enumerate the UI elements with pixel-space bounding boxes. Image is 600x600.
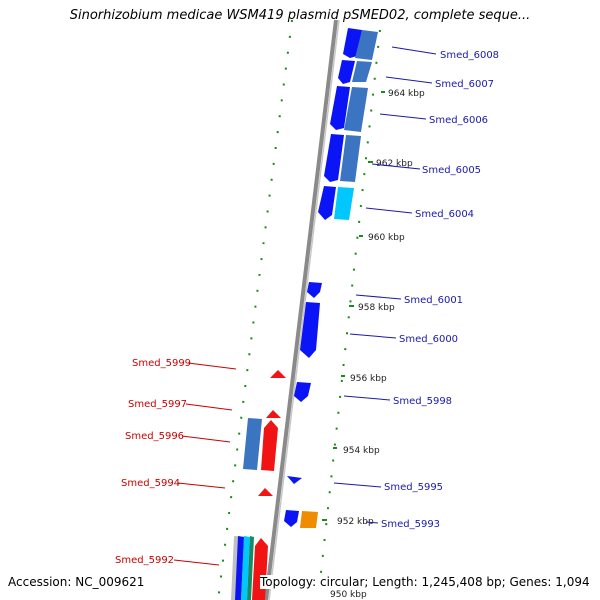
gene-label-smed-6001[interactable]: Smed_6001 xyxy=(404,295,463,306)
ruler-label-962: 962 kbp xyxy=(376,159,413,169)
forward-strand-genes xyxy=(284,28,378,528)
gene-label-smed-6007[interactable]: Smed_6007 xyxy=(435,79,494,90)
gene-label-smed-5996[interactable]: Smed_5996 xyxy=(125,431,184,442)
gene-label-smed-6000[interactable]: Smed_6000 xyxy=(399,334,458,345)
gene-label-smed-5995[interactable]: Smed_5995 xyxy=(384,482,443,493)
forward-gene-labels: Smed_6008 Smed_6007 Smed_6006 Smed_6005 … xyxy=(333,46,499,530)
reverse-strand-genes xyxy=(231,370,286,600)
gene-smed-5995-shape[interactable] xyxy=(287,476,302,484)
backbone-line xyxy=(264,19,338,600)
gene-label-smed-6008[interactable]: Smed_6008 xyxy=(440,50,499,61)
gene-label-smed-6004[interactable]: Smed_6004 xyxy=(415,209,474,220)
gene-label-smed-5992[interactable]: Smed_5992 xyxy=(115,555,174,566)
gene-smed-6004-shape[interactable] xyxy=(318,186,336,220)
gene-smed-6007-shape[interactable] xyxy=(338,60,355,84)
gene-label-smed-5993[interactable]: Smed_5993 xyxy=(381,519,440,530)
reverse-gene-labels: Smed_5999 Smed_5997 Smed_5996 Smed_5994 … xyxy=(115,358,237,566)
gene-smed-5998-shape[interactable] xyxy=(294,382,311,402)
gene-smed-6006-shape[interactable] xyxy=(330,86,350,130)
gene-label-smed-6006[interactable]: Smed_6006 xyxy=(429,115,488,126)
gene-smed-6007b-shape[interactable] xyxy=(352,61,372,82)
gene-cluster-teal-shape[interactable] xyxy=(247,536,254,600)
gene-smed-6004b-shape[interactable] xyxy=(334,187,354,220)
gene-smed-5996b-shape[interactable] xyxy=(243,418,262,470)
gene-smed-6001-shape[interactable] xyxy=(307,282,322,298)
tick-guides xyxy=(217,19,381,600)
ruler-label-960: 960 kbp xyxy=(368,233,405,243)
genome-backbone xyxy=(264,19,340,600)
gene-smed-5994-shape[interactable] xyxy=(258,488,273,496)
ruler-label-952: 952 kbp xyxy=(337,517,374,527)
gene-label-smed-5997[interactable]: Smed_5997 xyxy=(128,399,187,410)
gene-label-smed-5998[interactable]: Smed_5998 xyxy=(393,396,452,407)
page-title: Sinorhizobium medicae WSM419 plasmid pSM… xyxy=(69,8,531,23)
backbone-highlight xyxy=(268,19,340,600)
gene-smed-5997-shape[interactable] xyxy=(266,410,281,418)
gene-smed-5999-shape[interactable] xyxy=(270,370,286,378)
gene-smed-6000-shape[interactable] xyxy=(300,302,320,358)
orange-feature-shape[interactable] xyxy=(300,511,318,528)
gene-label-smed-5994[interactable]: Smed_5994 xyxy=(121,478,180,489)
gene-label-smed-6005[interactable]: Smed_6005 xyxy=(422,165,481,176)
gene-smed-6005b-shape[interactable] xyxy=(340,135,361,182)
gene-smed-6005-shape[interactable] xyxy=(324,134,344,182)
gene-smed-5993-shape[interactable] xyxy=(284,510,299,527)
gene-smed-5996-shape[interactable] xyxy=(261,420,278,471)
gene-smed-6006b-shape[interactable] xyxy=(344,87,368,132)
ruler-label-950: 950 kbp xyxy=(330,590,367,600)
topology-summary: Topology: circular; Length: 1,245,408 bp… xyxy=(260,575,590,589)
ruler-label-964: 964 kbp xyxy=(388,89,425,99)
ruler-labels: 964 kbp 962 kbp 960 kbp 958 kbp 956 kbp … xyxy=(322,89,425,600)
ruler-label-956: 956 kbp xyxy=(350,374,387,384)
gene-smed-6008b-shape[interactable] xyxy=(355,30,378,60)
ruler-label-958: 958 kbp xyxy=(358,303,395,313)
ruler-label-954: 954 kbp xyxy=(343,446,380,456)
inner-guide-line xyxy=(217,19,293,600)
gene-label-smed-5999[interactable]: Smed_5999 xyxy=(132,358,191,369)
accession-label: Accession: NC_009621 xyxy=(8,575,145,589)
